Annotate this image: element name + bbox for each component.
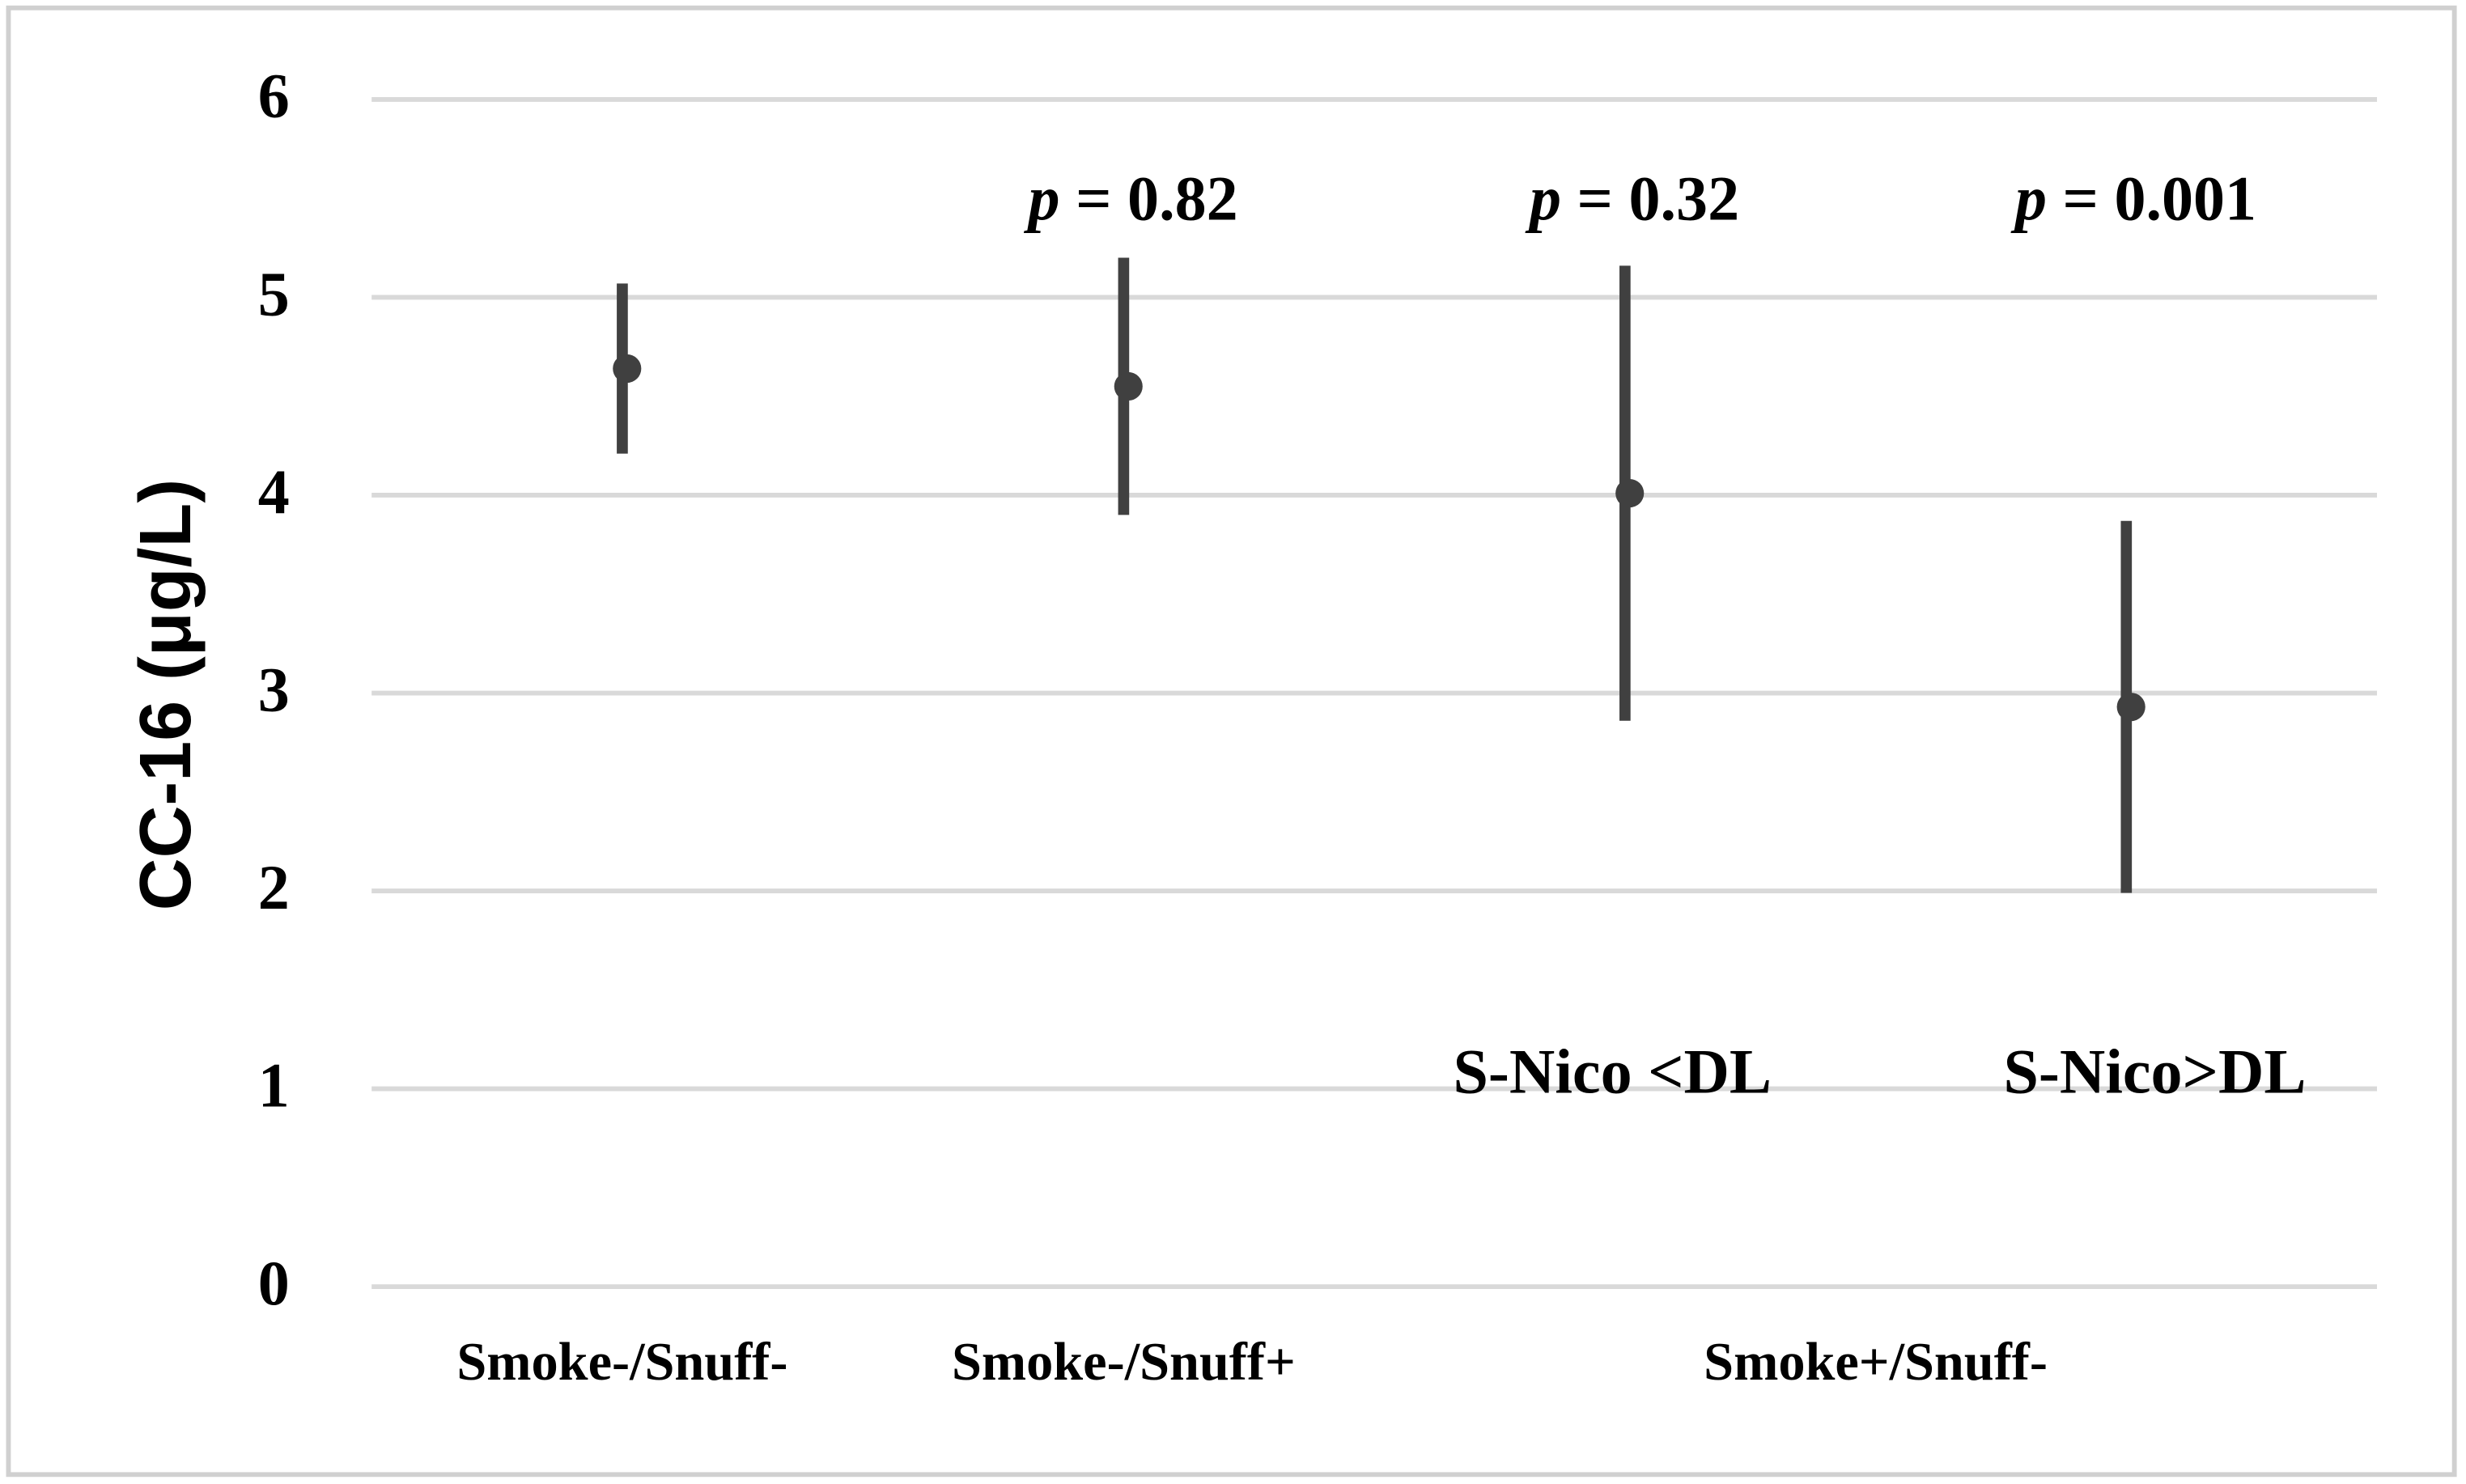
chart-border — [6, 5, 2457, 1478]
y-tick-label: 1 — [258, 1049, 290, 1120]
p-value-annotation: p = 0.82 — [1024, 163, 1238, 234]
x-tick-label: Smoke-/Snuff+ — [952, 1333, 1296, 1392]
p-value-annotation: p = 0.001 — [2010, 163, 2256, 234]
mean-point — [1114, 371, 1143, 401]
y-tick-label: 3 — [258, 654, 290, 724]
mean-point — [1615, 478, 1645, 508]
mean-point — [613, 354, 642, 384]
y-tick-label: 2 — [258, 852, 290, 922]
p-symbol: p — [1525, 163, 1561, 234]
y-tick-label: 4 — [258, 456, 290, 527]
group-label: Smoke+/Snuff- — [1704, 1333, 2048, 1392]
p-value: = 0.001 — [2063, 163, 2257, 234]
p-value: = 0.82 — [1076, 163, 1238, 234]
p-symbol: p — [1024, 163, 1060, 234]
p-value: = 0.32 — [1577, 163, 1740, 234]
p-symbol: p — [2010, 163, 2047, 234]
y-tick-label: 6 — [258, 61, 290, 131]
mean-point — [2116, 693, 2146, 722]
x-tick-label: Smoke-/Snuff- — [456, 1333, 787, 1392]
y-axis-label: CC-16 (μg/L) — [125, 479, 206, 910]
y-tick-label: 0 — [258, 1248, 290, 1318]
subcategory-label: S-Nico <DL — [1454, 1036, 1772, 1106]
y-tick-label: 5 — [258, 258, 290, 329]
p-value-annotation: p = 0.32 — [1525, 163, 1739, 234]
subcategory-label: S-Nico>DL — [2003, 1036, 2306, 1106]
